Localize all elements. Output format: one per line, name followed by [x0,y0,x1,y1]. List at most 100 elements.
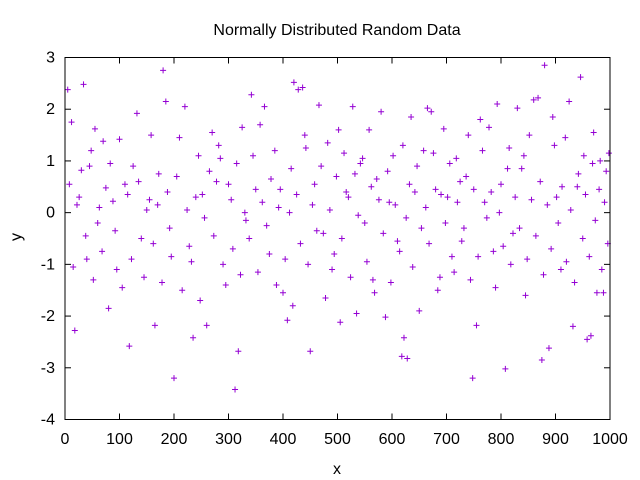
data-point [248,91,255,98]
data-point [390,152,397,159]
data-point [557,266,564,273]
data-point [349,103,356,110]
data-point [96,204,103,211]
data-point [277,186,284,193]
data-point [492,284,499,291]
data-point [587,332,594,339]
y-tick-label: 1 [46,153,55,170]
data-point [343,188,350,195]
data-point [448,253,455,260]
data-point [293,191,300,198]
data-point [563,258,570,265]
data-point [326,207,333,214]
data-point [341,150,348,157]
data-point [598,266,605,273]
data-point [320,230,327,237]
data-point [408,113,415,120]
data-point [150,240,157,247]
data-point [361,219,368,226]
data-point [338,235,345,242]
data-point [444,194,451,201]
data-point [126,343,133,350]
x-tick-label: 300 [215,431,242,448]
data-point [280,289,286,296]
data-point [271,147,278,154]
data-point [605,150,612,157]
data-point [518,165,525,172]
data-point [181,103,188,110]
data-point [551,142,558,149]
data-point [463,173,470,180]
data-point [329,266,336,273]
data-point [197,297,204,304]
data-point [91,125,98,132]
data-point [507,261,514,268]
data-point [266,251,273,258]
data-point [577,74,584,81]
data-point [335,126,342,133]
data-point [404,355,411,362]
data-point [78,167,85,174]
data-point [86,163,93,170]
data-point [168,253,175,260]
data-point [186,243,193,250]
data-point [206,168,213,175]
y-tick-label: -1 [41,256,55,273]
data-point [535,94,542,101]
data-point [400,334,407,341]
data-point [322,294,329,301]
plot-frame [64,57,611,420]
data-point [242,217,249,224]
data-point [347,274,354,281]
data-point [458,238,465,245]
data-point [263,222,270,229]
data-point [190,334,197,341]
data-point [469,375,476,382]
data-point [434,287,441,294]
data-point [116,136,123,143]
data-point [596,186,603,193]
data-point [601,199,608,206]
data-point [430,150,437,157]
data-point [309,201,316,208]
data-point [184,207,191,214]
data-point [537,178,544,185]
data-point [483,214,490,221]
data-point [188,258,195,265]
data-point [488,188,495,195]
data-point [420,147,427,154]
data-point [239,124,246,131]
data-point [215,142,222,149]
data-point [592,217,599,224]
data-point [384,168,391,175]
data-point [284,317,291,324]
x-axis: 0 100 200 300 400 500 600 700 800 900 1000 [61,57,628,448]
data-point [396,248,403,255]
data-point [290,79,297,86]
data-point [289,302,296,309]
data-point [225,181,232,188]
x-tick-label: 500 [324,431,351,448]
y-tick-label: -3 [41,360,55,377]
y-axis-label: y [8,233,25,241]
data-point [259,199,266,206]
data-point [584,336,591,343]
data-point [297,240,304,247]
data-point [76,194,83,201]
data-point [138,235,145,242]
data-point [582,191,589,198]
data-point [64,86,71,93]
x-axis-label: x [333,461,341,478]
data-point [494,101,501,108]
data-point [160,67,167,74]
data-point [100,138,107,145]
data-point [112,227,119,234]
x-tick-label: 700 [433,431,460,448]
data-point [232,386,239,393]
data-point [597,157,604,164]
y-tick-label: -4 [41,412,55,429]
data-point [375,196,382,203]
data-point [386,199,393,206]
